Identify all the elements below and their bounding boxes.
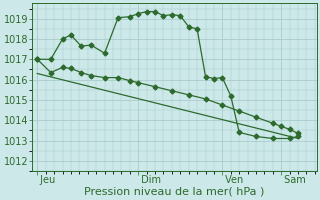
X-axis label: Pression niveau de la mer( hPa ): Pression niveau de la mer( hPa ) xyxy=(84,187,265,197)
